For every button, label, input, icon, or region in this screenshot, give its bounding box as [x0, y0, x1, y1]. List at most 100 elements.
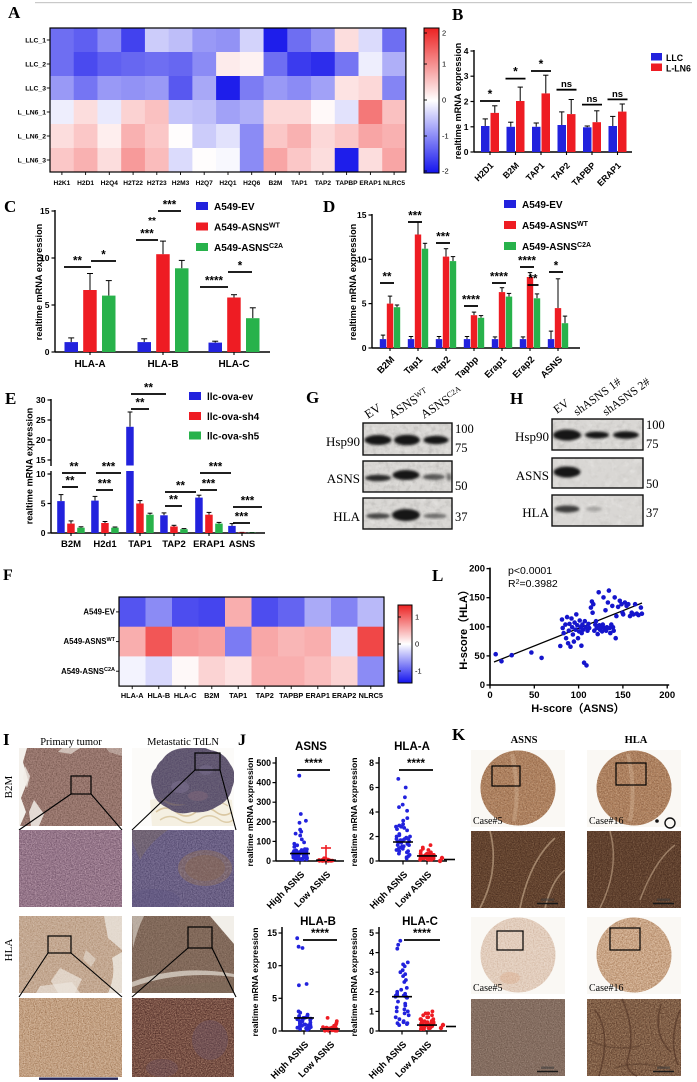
svg-text:H2D1: H2D1 [77, 180, 94, 187]
svg-text:10: 10 [267, 961, 277, 971]
svg-text:H-score（ASNS）: H-score（ASNS） [531, 702, 625, 715]
svg-text:*: * [238, 261, 243, 273]
svg-text:H2T23: H2T23 [147, 180, 167, 187]
svg-text:**: ** [148, 216, 156, 227]
svg-text:****: **** [311, 928, 329, 940]
svg-text:***: *** [209, 462, 223, 474]
svg-text:A549-ASNSWT: A549-ASNSWT [214, 222, 281, 234]
svg-text:***: *** [235, 512, 249, 524]
svg-text:H2d1: H2d1 [93, 539, 117, 550]
svg-text:37: 37 [646, 506, 659, 520]
svg-text:0: 0 [487, 690, 492, 701]
svg-text:B2M: B2M [3, 775, 15, 798]
svg-text:H2Q4: H2Q4 [101, 180, 119, 187]
svg-text:6: 6 [369, 783, 374, 793]
svg-text:10: 10 [36, 469, 46, 479]
svg-text:A549-ASNSC2A: A549-ASNSC2A [214, 243, 283, 255]
svg-text:F: F [3, 567, 13, 584]
svg-text:ASNS: ASNS [295, 741, 327, 753]
svg-text:150: 150 [615, 690, 631, 701]
svg-text:****: **** [518, 256, 536, 268]
svg-text:ASNS: ASNS [516, 468, 549, 483]
svg-text:A549-ASNSC2A: A549-ASNSC2A [522, 242, 591, 254]
svg-text:TAP2: TAP2 [315, 180, 332, 187]
svg-text:A549-EV: A549-EV [83, 607, 115, 616]
svg-text:B2M: B2M [268, 180, 282, 187]
svg-text:H2T22: H2T22 [123, 180, 143, 187]
svg-text:*: * [554, 261, 559, 273]
svg-text:H2Q1: H2Q1 [219, 180, 237, 187]
svg-text:10: 10 [357, 254, 367, 264]
svg-text:A549-ASNSWT: A549-ASNSWT [64, 637, 116, 646]
svg-text:llc-ova-sh4: llc-ova-sh4 [207, 412, 260, 423]
svg-text:ASNS: ASNS [511, 735, 538, 746]
svg-text:ERAP2: ERAP2 [332, 691, 356, 700]
svg-text:***: *** [102, 462, 116, 474]
svg-text:HLA-C: HLA-C [402, 916, 438, 928]
svg-text:15: 15 [36, 455, 46, 465]
svg-text:100: 100 [469, 622, 485, 633]
svg-text:100: 100 [455, 422, 474, 436]
svg-text:100: 100 [646, 418, 665, 432]
svg-text:G: G [306, 388, 319, 407]
svg-text:H: H [510, 389, 523, 408]
svg-text:**: ** [176, 481, 185, 493]
svg-text:ERAP1: ERAP1 [359, 180, 381, 187]
svg-text:K: K [452, 725, 466, 744]
svg-text:H2Q7: H2Q7 [196, 180, 214, 187]
svg-text:llc-ova-ev: llc-ova-ev [207, 392, 254, 403]
svg-text:37: 37 [455, 510, 468, 524]
svg-text:0: 0 [442, 96, 446, 105]
svg-text:TAPBP: TAPBP [336, 180, 358, 187]
svg-text:0: 0 [41, 528, 46, 538]
svg-text:H2M3: H2M3 [172, 180, 190, 187]
svg-text:4: 4 [369, 948, 374, 958]
svg-text:HLA-B: HLA-B [300, 916, 336, 928]
svg-text:***: *** [140, 229, 154, 241]
svg-text:200: 200 [256, 817, 271, 827]
svg-text:realtime mRNA expression: realtime mRNA expression [245, 757, 255, 866]
svg-text:E: E [5, 389, 16, 408]
svg-text:25: 25 [36, 415, 46, 425]
svg-text:****: **** [305, 758, 323, 770]
svg-text:llc-ova-sh5: llc-ova-sh5 [207, 432, 260, 443]
svg-text:HLA: HLA [333, 509, 360, 524]
svg-text:**: ** [383, 272, 392, 284]
svg-text:**: ** [529, 274, 538, 286]
svg-text:realtime mRNA expression: realtime mRNA expression [348, 223, 358, 340]
svg-text:15: 15 [267, 928, 277, 938]
svg-text:0: 0 [415, 640, 419, 649]
svg-text:H2K1: H2K1 [53, 180, 70, 187]
svg-text:L_LN6_2: L_LN6_2 [18, 133, 47, 140]
svg-text:NLRC5: NLRC5 [359, 691, 383, 700]
svg-text:L_LN6_3: L_LN6_3 [18, 157, 47, 164]
svg-text:realtime mRNA expression: realtime mRNA expression [453, 42, 463, 159]
svg-text:Hsp90: Hsp90 [326, 434, 360, 449]
svg-text:5: 5 [41, 499, 46, 509]
svg-text:**: ** [144, 383, 153, 395]
svg-text:H2Q6: H2Q6 [243, 180, 261, 187]
svg-text:10: 10 [40, 253, 50, 263]
svg-text:HLA-A: HLA-A [74, 359, 105, 370]
svg-text:realtime mRNA expression: realtime mRNA expression [349, 927, 359, 1036]
svg-text:0: 0 [464, 147, 469, 157]
svg-text:5: 5 [45, 300, 50, 310]
svg-text:2: 2 [464, 97, 469, 107]
svg-text:B2M: B2M [204, 691, 219, 700]
svg-text:*: * [513, 65, 518, 79]
svg-text:0: 0 [45, 347, 50, 357]
svg-text:5: 5 [369, 928, 374, 938]
svg-text:realtime mRNA expression: realtime mRNA expression [25, 407, 35, 524]
svg-text:Case#16: Case#16 [589, 983, 623, 994]
svg-text:**: ** [73, 256, 82, 268]
svg-text:5: 5 [272, 993, 277, 1003]
svg-text:A549-ASNSWT: A549-ASNSWT [522, 221, 589, 233]
svg-text:2: 2 [442, 29, 446, 38]
svg-text:A: A [8, 3, 21, 22]
svg-text:***: *** [98, 479, 112, 491]
svg-text:TAP2: TAP2 [256, 691, 274, 700]
svg-text:Case#5: Case#5 [473, 983, 502, 994]
svg-text:L-LN6: L-LN6 [666, 64, 691, 74]
svg-text:400: 400 [256, 778, 271, 788]
svg-text:0: 0 [272, 1026, 277, 1036]
